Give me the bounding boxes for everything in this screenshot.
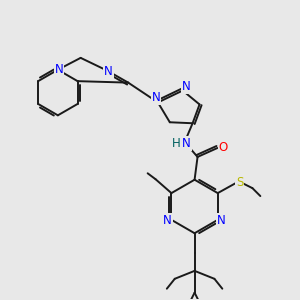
- Text: H: H: [171, 136, 180, 150]
- Text: N: N: [182, 136, 191, 150]
- Text: N: N: [152, 91, 160, 104]
- Text: N: N: [217, 214, 226, 227]
- Text: O: O: [219, 140, 228, 154]
- Text: N: N: [104, 65, 113, 78]
- Text: N: N: [182, 80, 191, 93]
- Text: N: N: [163, 214, 172, 227]
- Text: S: S: [236, 176, 243, 189]
- Text: N: N: [55, 63, 63, 76]
